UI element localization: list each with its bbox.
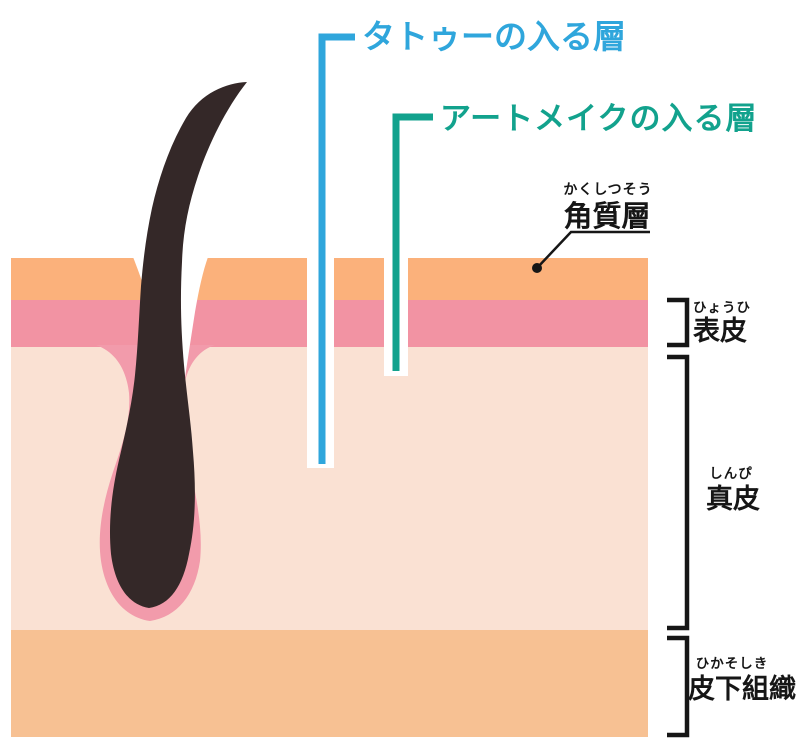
epidermis-callout: ひょうひ 表皮 xyxy=(667,297,751,348)
subcutaneous-bracket xyxy=(667,635,690,738)
stratum-corneum-pointer-dot xyxy=(532,263,542,273)
subcutaneous-label: 皮下組織 xyxy=(688,673,796,704)
tattoo-depth-marker: タトゥーの入る層 xyxy=(307,18,626,468)
artmake-label: アートメイクの入る層 xyxy=(440,101,758,136)
tattoo-label: タトゥーの入る層 xyxy=(362,18,626,55)
stratum-corneum-furigana: かくしつそう xyxy=(563,182,652,198)
dermis-label: 真皮 xyxy=(706,484,760,514)
artmake-depth-marker: アートメイクの入る層 xyxy=(384,101,758,376)
layer-subcutaneous xyxy=(11,630,648,737)
artmake-needle-line xyxy=(392,113,433,371)
subcutaneous-furigana: ひかそしき xyxy=(696,656,769,671)
dermis-furigana: しんぴ xyxy=(709,466,753,481)
tattoo-needle-line xyxy=(318,33,355,464)
epidermis-bracket xyxy=(667,297,690,348)
stratum-corneum-label: 角質層 xyxy=(563,200,650,233)
hair-follicle xyxy=(96,82,248,621)
epidermis-furigana: ひょうひ xyxy=(693,300,751,315)
subcutaneous-callout: ひかそしき 皮下組織 xyxy=(667,635,796,738)
epidermis-label: 表皮 xyxy=(693,316,747,346)
hair-icon xyxy=(109,82,248,608)
stratum-corneum-callout: かくしつそう 角質層 xyxy=(532,182,652,273)
dermis-bracket xyxy=(667,354,690,631)
dermis-callout: しんぴ 真皮 xyxy=(667,354,760,631)
stratum-corneum-pointer-line xyxy=(536,230,650,269)
